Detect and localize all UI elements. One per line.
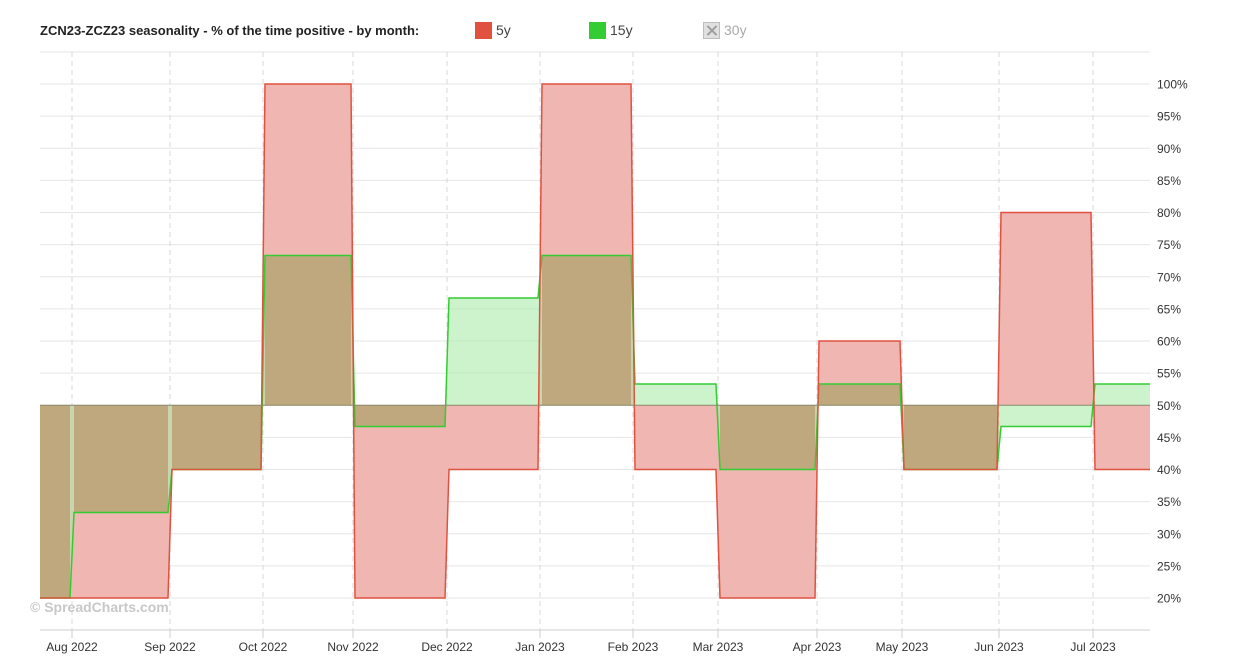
x-tick-label: Apr 2023: [793, 640, 842, 654]
overlap-bar: [265, 255, 351, 406]
y-tick-label: 80%: [1157, 206, 1181, 220]
overlap-bar: [904, 405, 997, 470]
y-tick-label: 55%: [1157, 367, 1181, 381]
y-tick-label: 90%: [1157, 142, 1181, 156]
x-tick-label: Nov 2022: [327, 640, 379, 654]
x-tick-label: Jul 2023: [1070, 640, 1116, 654]
overlap-bar: [720, 405, 815, 470]
legend-label-5y: 5y: [496, 22, 511, 38]
x-tick-label: Feb 2023: [608, 640, 659, 654]
overlap-bar: [74, 405, 168, 513]
y-tick-label: 95%: [1157, 110, 1181, 124]
y-tick-label: 30%: [1157, 527, 1181, 541]
y-tick-label: 50%: [1157, 399, 1181, 413]
y-tick-label: 75%: [1157, 238, 1181, 252]
overlap-bar: [172, 405, 261, 470]
x-tick-label: Oct 2022: [239, 640, 288, 654]
legend-swatch-5y: [475, 21, 492, 39]
y-tick-label: 70%: [1157, 270, 1181, 284]
legend-item-15y[interactable]: 15y: [589, 20, 633, 40]
y-tick-label: 25%: [1157, 559, 1181, 573]
y-tick-label: 35%: [1157, 495, 1181, 509]
overlap-bar: [542, 255, 631, 406]
series-overlap: [40, 255, 997, 598]
legend-swatch-15y: [589, 21, 606, 39]
y-tick-label: 100%: [1157, 78, 1188, 92]
y-tick-label: 85%: [1157, 174, 1181, 188]
y-tick-label: 20%: [1157, 592, 1181, 606]
overlap-bar: [819, 384, 900, 406]
legend-item-30y[interactable]: 30y: [703, 20, 747, 40]
legend: ZCN23-ZCZ23 seasonality - % of the time …: [40, 20, 433, 40]
legend-label-30y: 30y: [724, 22, 747, 38]
x-tick-label: Sep 2022: [144, 640, 196, 654]
series-layer: [40, 83, 1150, 599]
y-tick-label: 45%: [1157, 431, 1181, 445]
x-tick-label: Mar 2023: [693, 640, 744, 654]
legend-swatch-30y-disabled-icon: [703, 21, 720, 39]
x-tick-label: Jun 2023: [974, 640, 1024, 654]
y-tick-label: 60%: [1157, 335, 1181, 349]
overlap-bar: [40, 405, 70, 598]
y-tick-label: 65%: [1157, 302, 1181, 316]
legend-item-5y[interactable]: 5y: [475, 20, 511, 40]
series-line-5y: [40, 83, 1150, 599]
y-tick-label: 40%: [1157, 463, 1181, 477]
x-tick-label: Aug 2022: [46, 640, 98, 654]
chart-title: ZCN23-ZCZ23 seasonality - % of the time …: [40, 22, 420, 38]
axes: 20% 25% 30% 35% 40% 45% 50% 55% 60% 65% 70% 75% 80% 8…: [40, 78, 1188, 654]
x-tick-label: May 2023: [876, 640, 929, 654]
legend-label-15y: 15y: [610, 22, 633, 38]
x-tick-label: Dec 2022: [421, 640, 473, 654]
overlap-bar: [355, 405, 445, 427]
x-tick-label: Jan 2023: [515, 640, 565, 654]
watermark: © SpreadCharts.com: [30, 599, 169, 615]
